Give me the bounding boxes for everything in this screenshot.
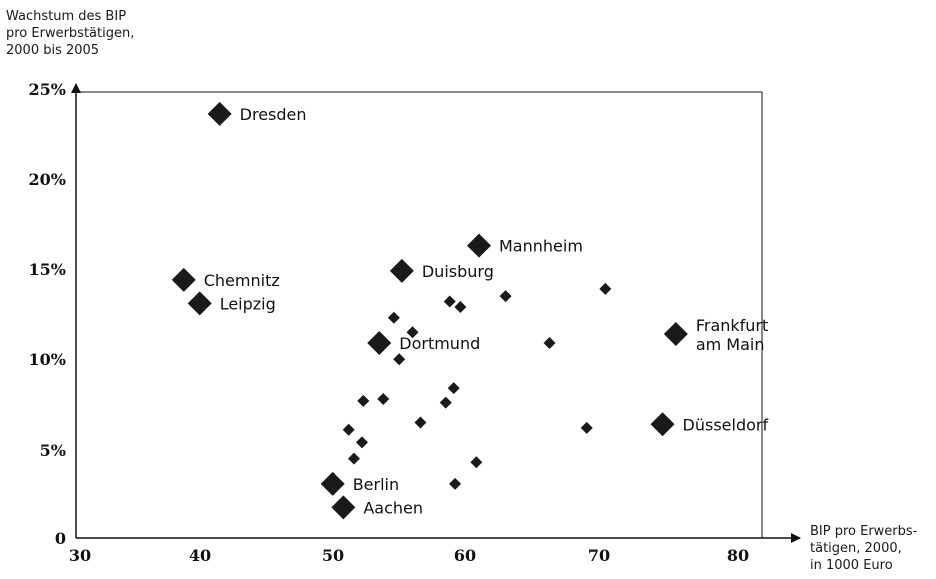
y-tick-label: 0 bbox=[55, 529, 66, 548]
data-point-labeled bbox=[467, 233, 491, 258]
data-point bbox=[414, 416, 427, 429]
x-axis-title: BIP pro Erwerbs- tätigen, 2000, in 1000 … bbox=[810, 524, 922, 573]
city-label: Leipzig bbox=[220, 294, 276, 313]
city-label: Mannheim bbox=[499, 237, 583, 256]
y-axis-title: Wachstum des BIP pro Erwerbstätigen, 200… bbox=[6, 9, 139, 58]
data-point-labeled bbox=[171, 267, 196, 292]
data-point bbox=[447, 382, 460, 395]
x-axis-title-line-1: BIP pro Erwerbs- bbox=[810, 524, 918, 539]
data-points: Dresden Chemnitz Leipzig Mannheim Duisburg Do… bbox=[171, 101, 769, 520]
data-point-labeled bbox=[207, 101, 232, 126]
data-point bbox=[443, 295, 456, 308]
city-label: Dortmund bbox=[399, 334, 480, 353]
data-point bbox=[347, 452, 360, 465]
data-point bbox=[470, 456, 483, 469]
x-tick-label: 80 bbox=[727, 546, 749, 565]
y-tick-label: 10% bbox=[29, 350, 66, 369]
y-axis-title-line-2: pro Erwerbstätigen, bbox=[6, 26, 134, 41]
data-point bbox=[406, 326, 419, 339]
data-point bbox=[543, 337, 556, 350]
data-point bbox=[387, 311, 400, 324]
data-point bbox=[439, 396, 452, 409]
data-point-labeled bbox=[389, 258, 414, 283]
x-tick-label: 40 bbox=[189, 546, 211, 565]
city-label: Frankfurt am Main bbox=[696, 316, 768, 354]
y-tick-label: 5% bbox=[40, 441, 66, 460]
data-point bbox=[355, 436, 368, 449]
x-tick-label: 30 bbox=[69, 546, 91, 565]
data-point bbox=[499, 290, 512, 303]
city-label: Berlin bbox=[353, 475, 399, 494]
y-tick-label: 25% bbox=[29, 80, 66, 99]
y-tick-label: 20% bbox=[29, 170, 66, 189]
data-point-labeled bbox=[331, 495, 356, 520]
city-label: Chemnitz bbox=[204, 271, 280, 290]
data-point bbox=[342, 423, 355, 436]
data-point-labeled bbox=[650, 412, 675, 437]
x-tick-label: 60 bbox=[454, 546, 476, 565]
y-tick-label: 15% bbox=[29, 260, 66, 279]
y-axis-title-line-3: 2000 bis 2005 bbox=[6, 43, 99, 58]
data-point-labeled bbox=[320, 471, 345, 496]
data-point-labeled bbox=[663, 322, 688, 347]
data-point-labeled bbox=[367, 331, 392, 356]
city-label: Dresden bbox=[240, 105, 307, 124]
city-label: Düsseldorf bbox=[683, 415, 769, 434]
y-axis-title-line-1: Wachstum des BIP bbox=[6, 9, 126, 24]
city-label: Duisburg bbox=[422, 262, 494, 281]
x-axis-title-line-2: tätigen, 2000, bbox=[810, 541, 902, 556]
data-point bbox=[357, 394, 370, 407]
x-axis-title-line-3: in 1000 Euro bbox=[810, 558, 893, 573]
data-point bbox=[377, 393, 390, 406]
data-point-labeled bbox=[187, 291, 212, 316]
x-tick-label: 50 bbox=[322, 546, 344, 565]
data-point bbox=[449, 477, 462, 490]
data-point bbox=[393, 353, 406, 366]
data-point bbox=[599, 282, 612, 295]
data-point bbox=[454, 300, 467, 313]
city-label: Aachen bbox=[363, 498, 423, 517]
data-point bbox=[580, 421, 593, 434]
x-tick-label: 70 bbox=[588, 546, 610, 565]
